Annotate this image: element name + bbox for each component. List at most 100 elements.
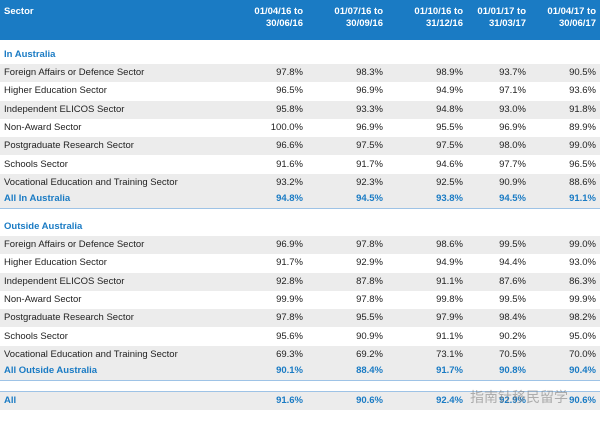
row-band bbox=[0, 345, 600, 364]
cell: 90.5% bbox=[569, 67, 596, 78]
cell: 90.8% bbox=[499, 365, 526, 377]
cell: 90.4% bbox=[569, 365, 596, 377]
cell: 95.8% bbox=[276, 103, 303, 115]
row-label: Independent ELICOS Sector bbox=[4, 103, 125, 115]
cell: 92.3% bbox=[356, 176, 383, 188]
cell: 87.6% bbox=[499, 275, 526, 287]
row-label: All Outside Australia bbox=[4, 365, 98, 377]
header-cell: 01/10/16 to 31/12/16 bbox=[414, 6, 463, 29]
cell: 90.1% bbox=[276, 365, 303, 377]
cell: 94.8% bbox=[276, 193, 303, 205]
cell: 92.4% bbox=[436, 395, 463, 406]
header-cell: 01/07/16 to 30/09/16 bbox=[334, 6, 383, 29]
cell: 98.4% bbox=[499, 312, 526, 324]
row-label: Higher Education Sector bbox=[4, 85, 107, 97]
cell: 88.6% bbox=[569, 176, 596, 188]
cell: 91.7% bbox=[436, 365, 463, 377]
row-label: Vocational Education and Training Sector bbox=[4, 348, 178, 360]
header-cell: 01/04/16 to 30/06/16 bbox=[254, 6, 303, 29]
cell: 92.8% bbox=[276, 275, 303, 287]
divider bbox=[0, 208, 600, 210]
row-band bbox=[0, 64, 600, 82]
cell: 99.0% bbox=[569, 140, 596, 152]
cell: 100.0% bbox=[270, 121, 303, 133]
row-label: Foreign Affairs or Defence Sector bbox=[4, 67, 145, 78]
cell: 99.0% bbox=[569, 239, 596, 251]
row-label: Vocational Education and Training Sector bbox=[4, 176, 178, 188]
cell: 95.0% bbox=[569, 330, 596, 342]
cell: 93.7% bbox=[499, 67, 526, 78]
cell: 99.9% bbox=[569, 294, 596, 305]
cell: 94.9% bbox=[436, 85, 463, 97]
cell: 70.5% bbox=[499, 348, 526, 360]
cell: 94.5% bbox=[356, 193, 383, 205]
row-band bbox=[0, 236, 600, 255]
header-band bbox=[0, 0, 600, 40]
row-label: Postgraduate Research Sector bbox=[4, 140, 134, 152]
row-label: All bbox=[4, 395, 17, 406]
cell: 99.5% bbox=[499, 294, 526, 305]
cell: 90.6% bbox=[569, 395, 596, 406]
cell: 97.1% bbox=[499, 85, 526, 97]
divider bbox=[0, 391, 600, 392]
row-band bbox=[0, 173, 600, 192]
cell: 94.6% bbox=[436, 158, 463, 170]
section-label: Outside Australia bbox=[4, 221, 83, 233]
cell: 95.5% bbox=[356, 312, 383, 324]
row-label: Schools Sector bbox=[4, 158, 68, 170]
cell: 96.9% bbox=[499, 121, 526, 133]
cell: 93.0% bbox=[499, 103, 526, 115]
cell: 98.9% bbox=[436, 67, 463, 78]
cell: 90.2% bbox=[499, 330, 526, 342]
cell: 92.5% bbox=[436, 176, 463, 188]
cell: 99.5% bbox=[499, 239, 526, 251]
cell: 97.8% bbox=[276, 67, 303, 78]
row-band bbox=[0, 137, 600, 156]
header-cell: 01/04/17 to 30/06/17 bbox=[547, 6, 596, 29]
row-label: Non-Award Sector bbox=[4, 121, 82, 133]
cell: 93.6% bbox=[569, 85, 596, 97]
row-label: Schools Sector bbox=[4, 330, 68, 342]
cell: 92.9% bbox=[356, 257, 383, 269]
row-band bbox=[0, 309, 600, 328]
cell: 96.9% bbox=[276, 239, 303, 251]
cell: 73.1% bbox=[436, 348, 463, 360]
cell: 86.3% bbox=[569, 275, 596, 287]
header-cell: Sector bbox=[4, 6, 34, 17]
cell: 93.8% bbox=[436, 193, 463, 205]
cell: 91.1% bbox=[436, 330, 463, 342]
cell: 91.7% bbox=[276, 257, 303, 269]
cell: 69.3% bbox=[276, 348, 303, 360]
cell: 90.9% bbox=[356, 330, 383, 342]
cell: 97.7% bbox=[499, 158, 526, 170]
cell: 69.2% bbox=[356, 348, 383, 360]
row-label: Non-Award Sector bbox=[4, 294, 82, 305]
cell: 93.0% bbox=[569, 257, 596, 269]
row-label: Foreign Affairs or Defence Sector bbox=[4, 239, 145, 251]
cell: 97.5% bbox=[436, 140, 463, 152]
cell: 91.8% bbox=[569, 103, 596, 115]
cell: 90.6% bbox=[356, 395, 383, 406]
cell: 98.2% bbox=[569, 312, 596, 324]
cell: 97.8% bbox=[276, 312, 303, 324]
cell: 95.6% bbox=[276, 330, 303, 342]
cell: 97.8% bbox=[356, 239, 383, 251]
cell: 91.1% bbox=[569, 193, 596, 205]
row-label: Higher Education Sector bbox=[4, 257, 107, 269]
watermark: 指南针移民留学 bbox=[470, 390, 568, 406]
cell: 97.9% bbox=[436, 312, 463, 324]
row-band bbox=[0, 392, 600, 410]
cell: 70.0% bbox=[569, 348, 596, 360]
cell: 96.6% bbox=[276, 140, 303, 152]
cell: 94.9% bbox=[436, 257, 463, 269]
cell: 99.8% bbox=[436, 294, 463, 305]
cell: 91.1% bbox=[436, 275, 463, 287]
cell: 90.9% bbox=[499, 176, 526, 188]
cell: 88.4% bbox=[356, 365, 383, 377]
cell: 93.3% bbox=[356, 103, 383, 115]
cell: 94.4% bbox=[499, 257, 526, 269]
cell: 98.3% bbox=[356, 67, 383, 78]
cell: 92.9% bbox=[499, 395, 526, 406]
cell: 89.9% bbox=[569, 121, 596, 133]
cell: 97.8% bbox=[356, 294, 383, 305]
